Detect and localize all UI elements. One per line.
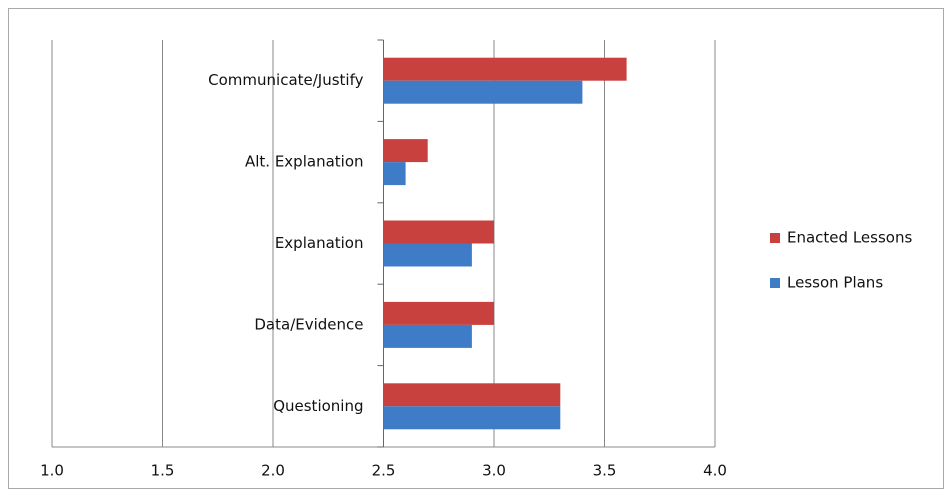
bar <box>383 162 406 186</box>
legend-swatch <box>770 233 780 243</box>
category-label: Communicate/Justify <box>208 71 363 89</box>
bar <box>383 383 561 407</box>
x-tick-label: 3.5 <box>593 462 617 480</box>
x-tick-label: 3.0 <box>482 462 506 480</box>
bar <box>383 406 561 430</box>
bar <box>383 139 428 163</box>
x-tick-label: 1.0 <box>40 462 64 480</box>
category-label: Data/Evidence <box>254 315 363 333</box>
x-tick-label: 1.5 <box>151 462 175 480</box>
bar <box>383 243 472 267</box>
category-label: Questioning <box>273 397 363 415</box>
x-tick-label: 2.0 <box>261 462 285 480</box>
x-tick-label: 2.5 <box>372 462 396 480</box>
legend-label: Enacted Lessons <box>787 229 912 247</box>
category-label: Explanation <box>275 234 364 252</box>
x-tick-label: 4.0 <box>703 462 727 480</box>
bar <box>383 57 627 81</box>
legend-label: Lesson Plans <box>787 274 883 292</box>
bar <box>383 220 494 244</box>
bar <box>383 324 472 348</box>
legend-swatch <box>770 278 780 288</box>
category-label: Alt. Explanation <box>245 153 364 171</box>
bar <box>383 80 583 104</box>
bar <box>383 301 494 325</box>
